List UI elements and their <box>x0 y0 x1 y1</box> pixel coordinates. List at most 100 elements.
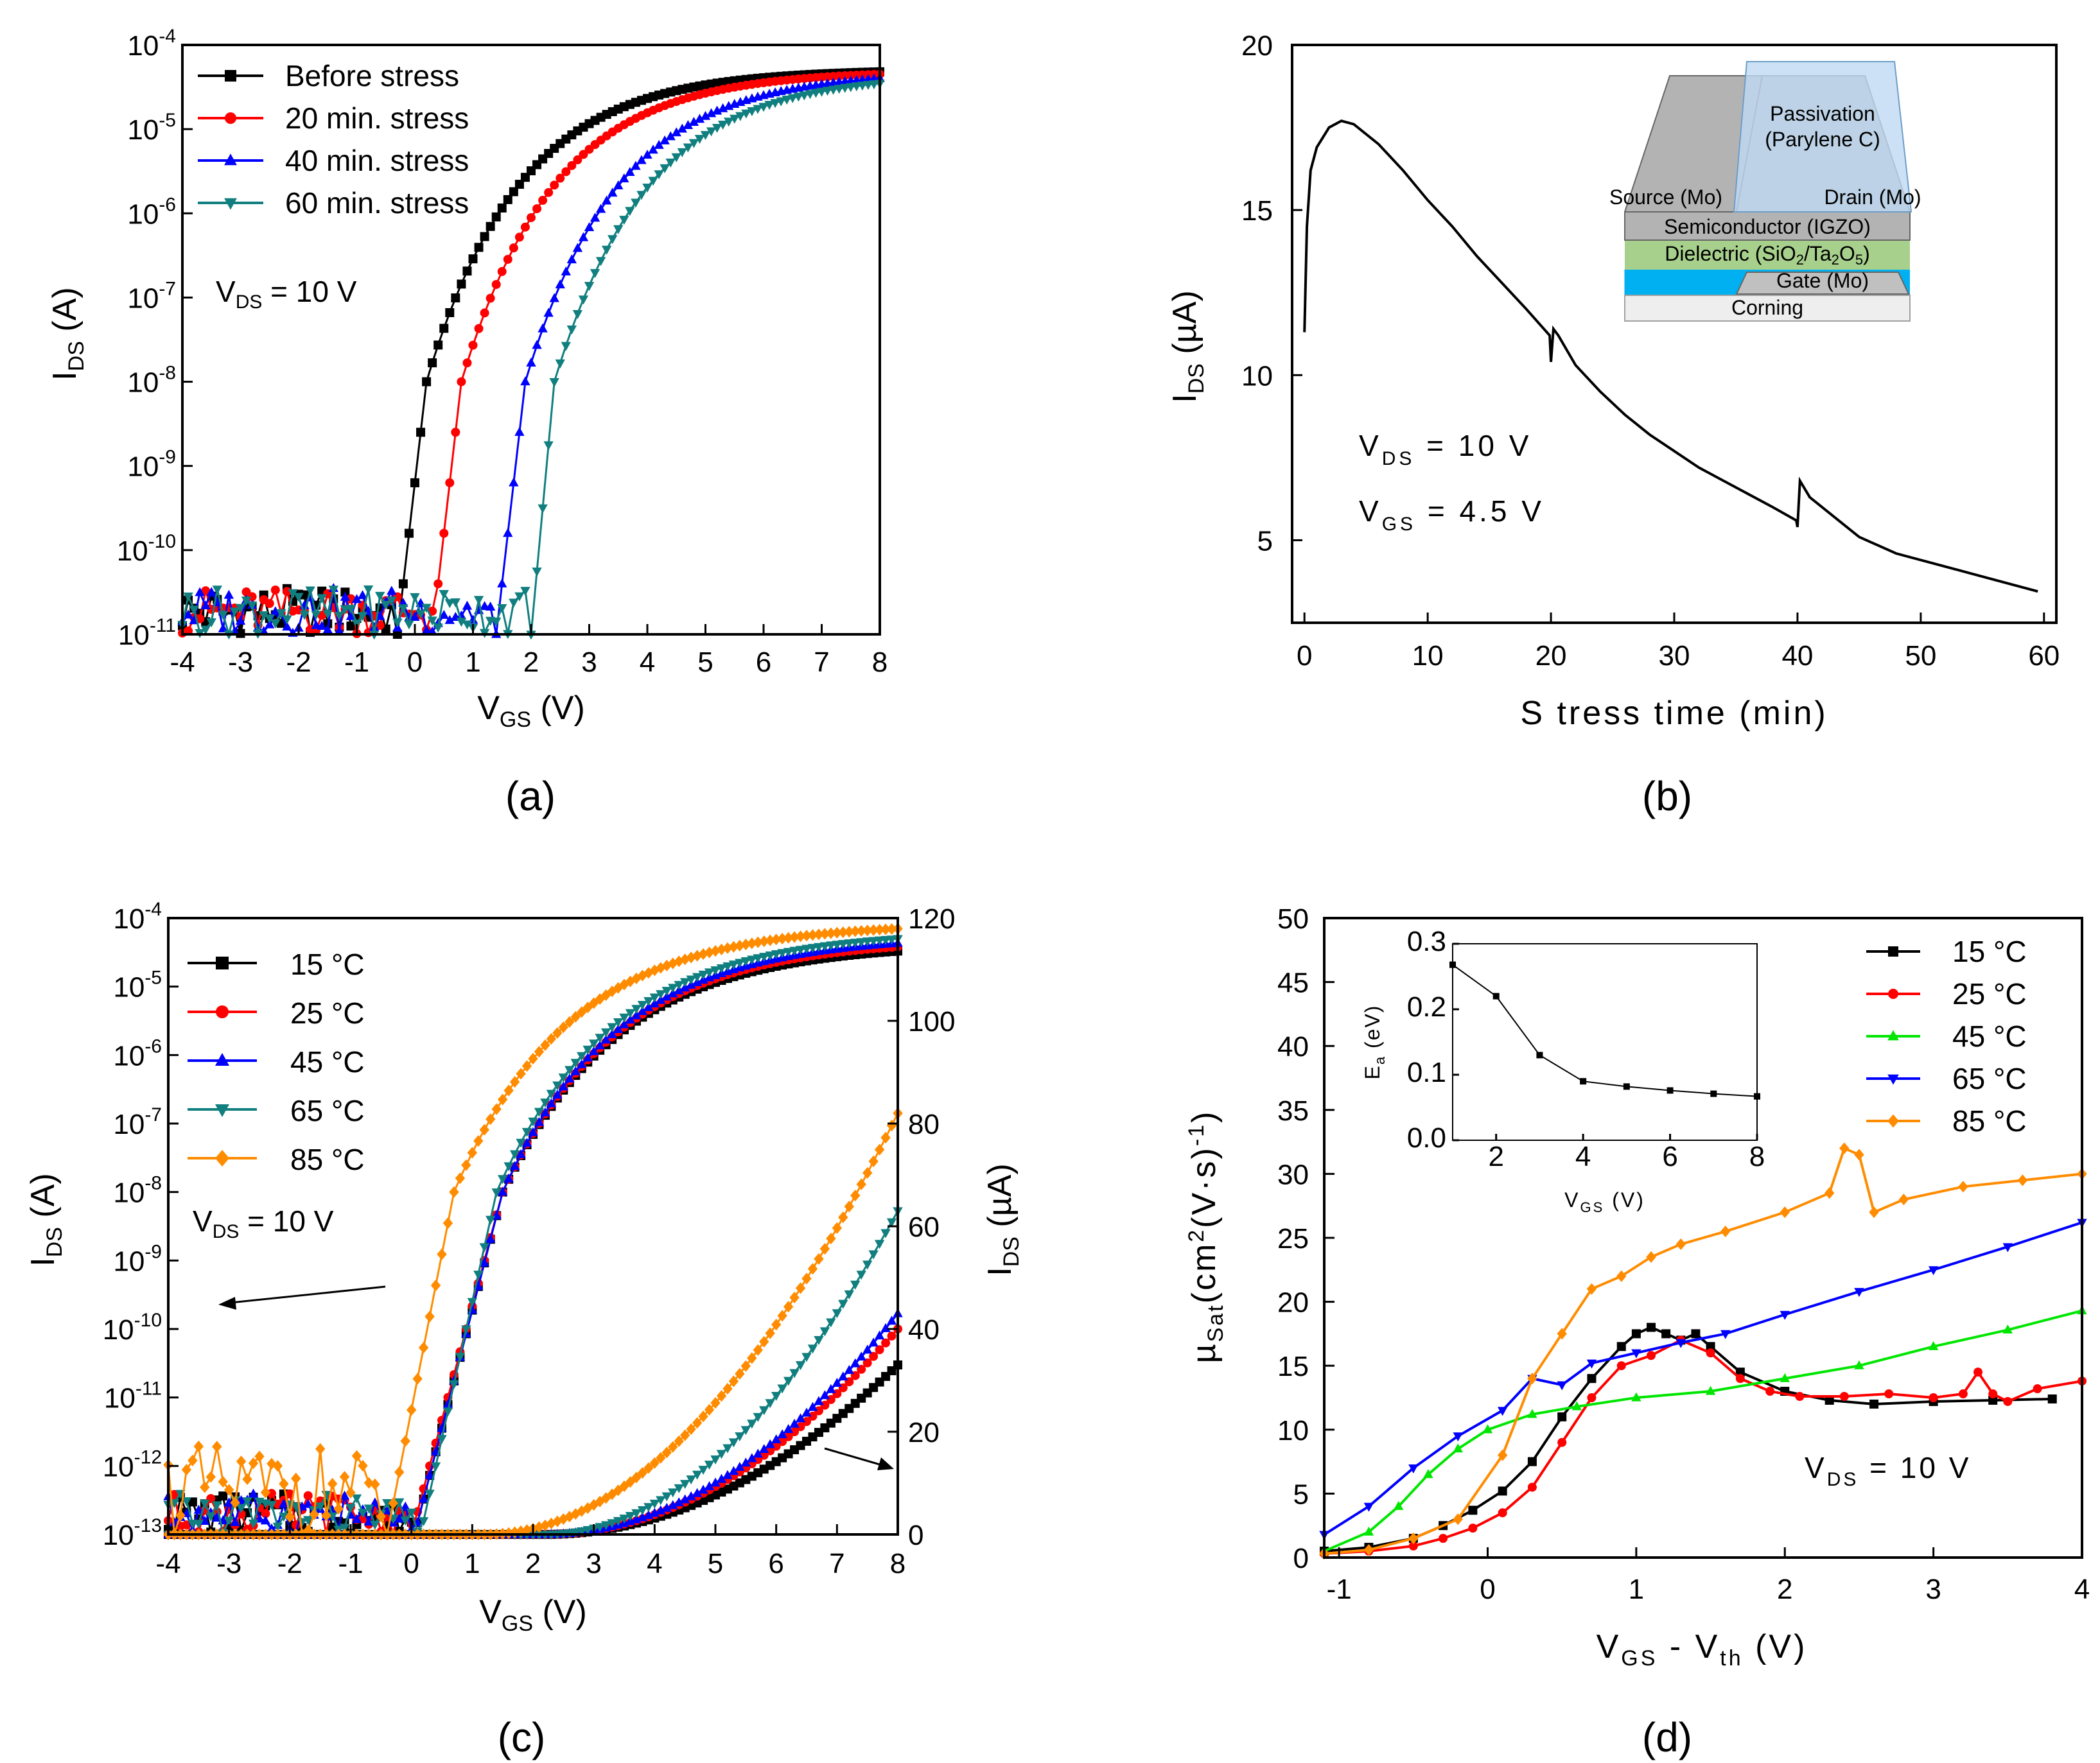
panel-a-xtick-label: 4 <box>640 647 655 678</box>
panel-c-linear-data-point <box>826 1232 836 1245</box>
panel-a-data-point <box>270 619 281 629</box>
panel-a-xtick-label: 0 <box>407 647 423 678</box>
panel-a-data-point <box>491 280 501 290</box>
caption-a: (a) <box>505 773 556 819</box>
panel-c-linear-data-point <box>802 1417 811 1427</box>
panel-c-linear-data-point <box>570 1507 581 1520</box>
panel-c-log-data-point <box>479 1257 489 1267</box>
panel-d-legend: 15 °C 25 °C 45 °C 65 °C 85 °C <box>1866 935 2027 1138</box>
panel-a-data-point <box>671 153 681 162</box>
panel-c-log-data-point <box>577 1006 587 1018</box>
panel-b-device-inset: Passivation (Parylene C) Source (Mo) Dra… <box>1609 61 1921 322</box>
panel-a-data-point <box>265 598 274 608</box>
panel-d-data-point <box>1631 1329 1641 1339</box>
panel-c-log-data-point <box>844 939 854 949</box>
panel-d-data-point <box>1958 1181 1968 1193</box>
panel-d-data-point <box>1393 1500 1404 1510</box>
panel-c-linear-data-point <box>698 1411 708 1423</box>
panel-c-log-data-point <box>735 939 745 951</box>
panel-c-linear-data-point <box>552 1515 563 1527</box>
panel-c-linear-data-point <box>826 1384 836 1393</box>
panel-a-data-point <box>229 607 240 617</box>
panel-a-data-point <box>619 216 629 225</box>
panel-a-data-point <box>730 114 740 124</box>
legend-label: 65 °C <box>1952 1062 2027 1095</box>
panel-d-ytick-label: 35 <box>1277 1095 1309 1127</box>
panel-a-data-point <box>660 164 670 173</box>
panel-c-log-data-point <box>850 939 861 948</box>
panel-a-data-point <box>235 604 246 613</box>
panel-c-log-data-point <box>856 925 866 937</box>
panel-c-log-data-point <box>212 1501 222 1511</box>
panel-a-data-point <box>247 601 258 611</box>
semiconductor-label: Semiconductor (IGZO) <box>1664 215 1871 238</box>
panel-a-data-point <box>439 589 449 599</box>
panel-c-ytick-label: 10-5 <box>113 968 162 1003</box>
panel-a-data-point <box>532 204 542 214</box>
legend-label: 15 °C <box>290 948 365 981</box>
panel-c-linear-data-point <box>722 1470 733 1479</box>
panel-a-data-point <box>328 586 338 595</box>
panel-c-linear-data-point <box>759 1335 769 1348</box>
panel-c-log-data-point <box>558 1081 569 1091</box>
panel-c-log-data-point <box>516 1068 526 1080</box>
panel-c-log-data-point <box>777 932 787 945</box>
panel-c-log-data-point <box>570 1066 581 1075</box>
panel-c-log-data-point <box>722 942 733 954</box>
panel-d-data-point <box>1498 1508 1507 1518</box>
panel-d-ytick-label: 30 <box>1277 1159 1309 1190</box>
panel-c-log-data-point <box>388 1497 398 1509</box>
panel-a-data-point <box>567 161 577 170</box>
panel-d-inset: 2 4 6 8 0.0 0.1 0.2 0.3 VGS (V) Ea (eV) <box>1361 926 1765 1215</box>
panel-c-linear-data-point <box>649 1499 660 1509</box>
panel-c-log-data-point <box>181 1464 192 1476</box>
panel-a-data-point <box>450 598 461 608</box>
panel-a-data-point <box>480 232 489 241</box>
panel-d-data-point <box>1453 1443 1463 1453</box>
panel-c-linear-data-point <box>668 1500 678 1509</box>
panel-c-linear-data-point <box>814 1253 824 1265</box>
panel-d-inset-frame <box>1452 943 1758 1141</box>
panel-d-data-point <box>1706 1348 1715 1358</box>
panel-c-log-data-point <box>497 1186 508 1196</box>
panel-c-linear-data-point <box>850 1190 861 1202</box>
panel-a-data-point <box>793 92 803 102</box>
panel-c-log-data-point <box>181 1497 192 1507</box>
panel-a-data-point <box>538 196 548 205</box>
panel-c-log-data-point <box>668 984 678 993</box>
panel-a-data-point <box>491 617 502 627</box>
panel-a-data-point <box>322 624 333 634</box>
panel-c-log-data-point <box>455 1353 466 1362</box>
panel-d-data-point <box>1706 1342 1715 1351</box>
panel-c-log-data-point <box>795 946 806 955</box>
panel-d-series-line <box>1323 1221 2083 1536</box>
panel-d-data-point <box>1824 1187 1835 1199</box>
panel-a-data-point <box>357 590 368 600</box>
panel-a-data-point <box>317 594 327 604</box>
panel-c-linear-data-point <box>826 1318 836 1328</box>
panel-c-linear-data-point <box>716 1390 727 1402</box>
panel-c-log-data-point <box>242 1497 252 1507</box>
panel-d-inset-ylabel: Ea (eV) <box>1361 1005 1388 1080</box>
panel-a-data-point <box>363 585 374 595</box>
panel-c-linear-data-point <box>814 1336 824 1346</box>
panel-d-data-point <box>1735 1368 1745 1377</box>
legend-label: 25 °C <box>290 996 365 1030</box>
panel-c-linear-data-point <box>850 1280 861 1290</box>
panel-c-log-data-point <box>582 1002 593 1014</box>
panel-d-series-line <box>1324 1309 2083 1552</box>
panel-a-data-point <box>270 606 281 616</box>
panel-a-data-point <box>712 124 722 134</box>
panel-c-right-ytick-label: 40 <box>908 1314 940 1346</box>
panel-a-data-point <box>445 478 455 487</box>
panel-d-ylabel: µSat(cm2(V·s)-1) <box>1184 1110 1228 1364</box>
panel-c-linear-data-point <box>771 1319 782 1331</box>
panel-d-ytick-label: 5 <box>1293 1479 1309 1510</box>
panel-c-linear-data-point <box>783 1301 794 1313</box>
panel-a-series <box>177 67 885 640</box>
panel-d-data-point <box>1869 1399 1879 1409</box>
panel-c-log-data-point <box>297 1518 307 1527</box>
panel-d-data-point <box>1408 1533 1419 1545</box>
panel-a-data-point <box>387 586 397 595</box>
panel-c-log-data-point <box>704 968 715 978</box>
